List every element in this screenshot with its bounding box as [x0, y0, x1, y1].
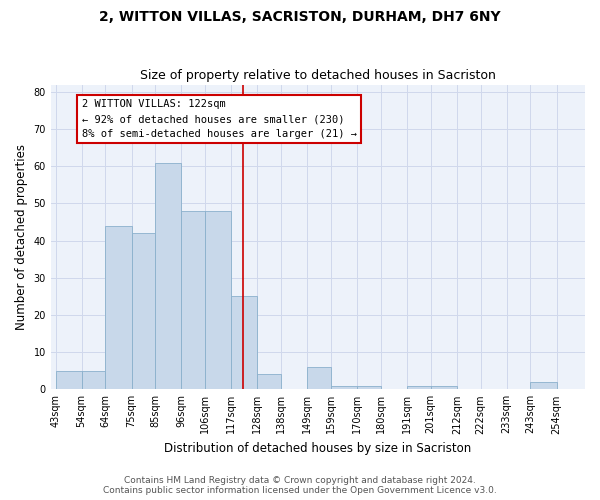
Bar: [357, 386, 381, 390]
Bar: [131, 233, 155, 390]
Text: Contains HM Land Registry data © Crown copyright and database right 2024.
Contai: Contains HM Land Registry data © Crown c…: [103, 476, 497, 495]
Text: 2 WITTON VILLAS: 122sqm
← 92% of detached houses are smaller (230)
8% of semi-de: 2 WITTON VILLAS: 122sqm ← 92% of detache…: [82, 100, 356, 139]
Bar: [106, 226, 131, 390]
Title: Size of property relative to detached houses in Sacriston: Size of property relative to detached ho…: [140, 69, 496, 82]
Bar: [407, 386, 431, 390]
Bar: [257, 374, 281, 390]
Bar: [205, 211, 231, 390]
Text: 2, WITTON VILLAS, SACRISTON, DURHAM, DH7 6NY: 2, WITTON VILLAS, SACRISTON, DURHAM, DH7…: [99, 10, 501, 24]
Bar: [181, 211, 205, 390]
X-axis label: Distribution of detached houses by size in Sacriston: Distribution of detached houses by size …: [164, 442, 472, 455]
Bar: [82, 370, 106, 390]
Bar: [431, 386, 457, 390]
Bar: [231, 296, 257, 390]
Bar: [56, 370, 82, 390]
Bar: [155, 162, 181, 390]
Bar: [331, 386, 357, 390]
Bar: [530, 382, 557, 390]
Y-axis label: Number of detached properties: Number of detached properties: [15, 144, 28, 330]
Bar: [307, 367, 331, 390]
